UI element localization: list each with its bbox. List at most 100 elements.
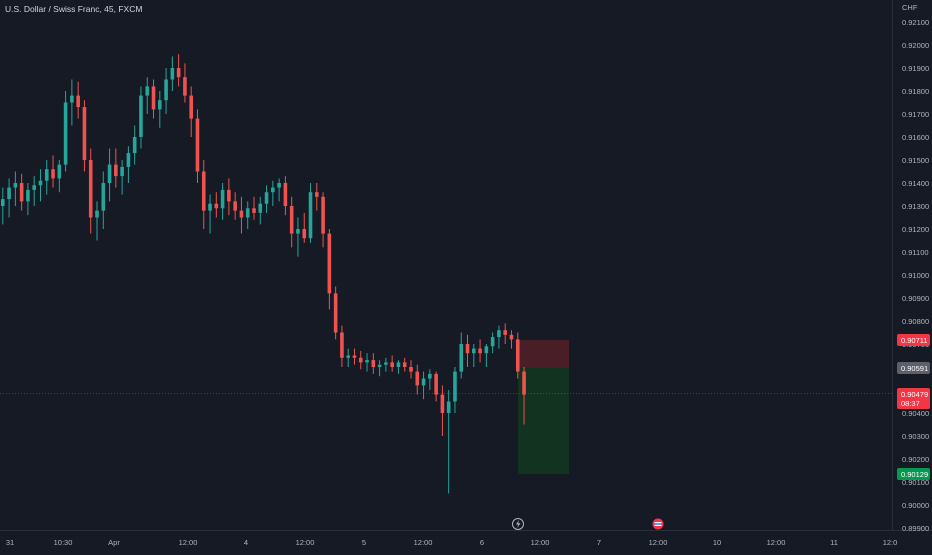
candle [258, 196, 263, 225]
time-label: 31 [6, 538, 14, 547]
entry-price-tag-text: 0.90591 [901, 364, 928, 373]
entry-price-tag[interactable]: 0.90591 [897, 362, 930, 374]
candle [13, 171, 18, 206]
candle [490, 332, 495, 354]
stop-price-tag[interactable]: 0.90711 [897, 334, 930, 346]
candlestick-series [1, 54, 526, 494]
candle-body [114, 164, 118, 177]
candle [70, 79, 74, 126]
candle [340, 325, 344, 367]
candle-body [76, 95, 80, 108]
candle [302, 212, 307, 243]
current-price-tag-background [897, 388, 930, 409]
candle-body [164, 79, 168, 101]
candle-body [245, 208, 250, 218]
candle [19, 173, 24, 211]
candle-body [233, 201, 237, 211]
time-label: 12:00 [767, 538, 786, 547]
candle-body [371, 360, 376, 367]
target-price-tag-text: 0.90129 [901, 470, 928, 479]
candle [415, 364, 420, 395]
countdown-text: 08:37 [901, 399, 920, 408]
price-tick-label: 0.91100 [902, 248, 929, 257]
candle-body [88, 160, 93, 218]
candle [26, 183, 30, 216]
price-tick-label: 0.92100 [902, 18, 929, 27]
candle-body [478, 348, 482, 354]
current-price-tag[interactable]: 0.90479 08:37 [897, 388, 930, 409]
candle [227, 178, 231, 216]
stop-loss-zone[interactable] [518, 340, 569, 368]
candle [333, 286, 338, 340]
price-tick-label: 0.91700 [902, 110, 929, 119]
time-label: 12:00 [296, 538, 315, 547]
candle [384, 357, 388, 372]
time-label: 5 [362, 538, 366, 547]
price-tick-label: 0.91800 [902, 87, 929, 96]
candle [32, 176, 36, 206]
candle-body [7, 187, 11, 200]
candle-body [13, 183, 18, 188]
candle [402, 357, 407, 372]
take-profit-zone[interactable] [518, 368, 569, 474]
candle-body [101, 183, 106, 211]
candle-body [509, 334, 514, 340]
flag-event-icon[interactable] [652, 518, 664, 530]
candle-body [63, 102, 68, 165]
price-tick-label: 0.91600 [902, 133, 929, 142]
price-tick-label: 0.91200 [902, 225, 929, 234]
candle-body [409, 367, 413, 372]
candle-body [220, 189, 225, 209]
candle-body [402, 362, 407, 367]
candle-body [289, 206, 294, 234]
candle-body [384, 362, 388, 365]
candle [296, 217, 300, 257]
candle [151, 79, 156, 119]
candle-body [176, 68, 181, 78]
time-label: 11 [830, 538, 838, 547]
candle [440, 385, 445, 436]
candle-body [296, 229, 300, 234]
price-tick-label: 0.91300 [902, 202, 929, 211]
candle [82, 100, 87, 172]
candle [208, 194, 212, 234]
candle-body [183, 77, 187, 96]
candle-body [208, 203, 212, 211]
candle-body [126, 153, 131, 167]
candle-body [264, 192, 269, 204]
symbol-title[interactable]: U.S. Dollar / Swiss Franc, 45, FXCM [5, 4, 142, 14]
target-price-tag[interactable]: 0.90129 [897, 468, 930, 480]
candle-body [19, 183, 24, 202]
candle-body [239, 210, 244, 218]
candle [396, 360, 401, 374]
candle [126, 146, 131, 183]
price-tick-label: 0.90000 [902, 501, 929, 510]
price-tick-label: 0.89900 [902, 524, 929, 533]
candle [315, 183, 319, 211]
price-tick-label: 0.91000 [902, 271, 929, 280]
flash-event-icon[interactable] [512, 518, 524, 530]
candle [522, 367, 526, 425]
candle-body [132, 137, 137, 154]
candle-body [252, 208, 256, 213]
candle [132, 125, 137, 165]
price-axis-background[interactable] [892, 0, 932, 530]
price-tick-label: 0.91900 [902, 64, 929, 73]
flag-event-icon-band [654, 523, 662, 525]
candle-body [139, 95, 143, 137]
candle-body [377, 364, 382, 367]
candle [44, 160, 49, 195]
candle [170, 56, 175, 91]
stop-price-tag-background [897, 334, 930, 346]
candle [51, 155, 55, 188]
candle-body [120, 166, 124, 177]
candle [201, 160, 206, 229]
candle-body [26, 189, 30, 202]
candle [220, 183, 225, 220]
candle [515, 332, 520, 379]
time-label: 12:00 [414, 538, 433, 547]
time-label: 6 [480, 538, 484, 547]
candle-body [227, 189, 231, 202]
